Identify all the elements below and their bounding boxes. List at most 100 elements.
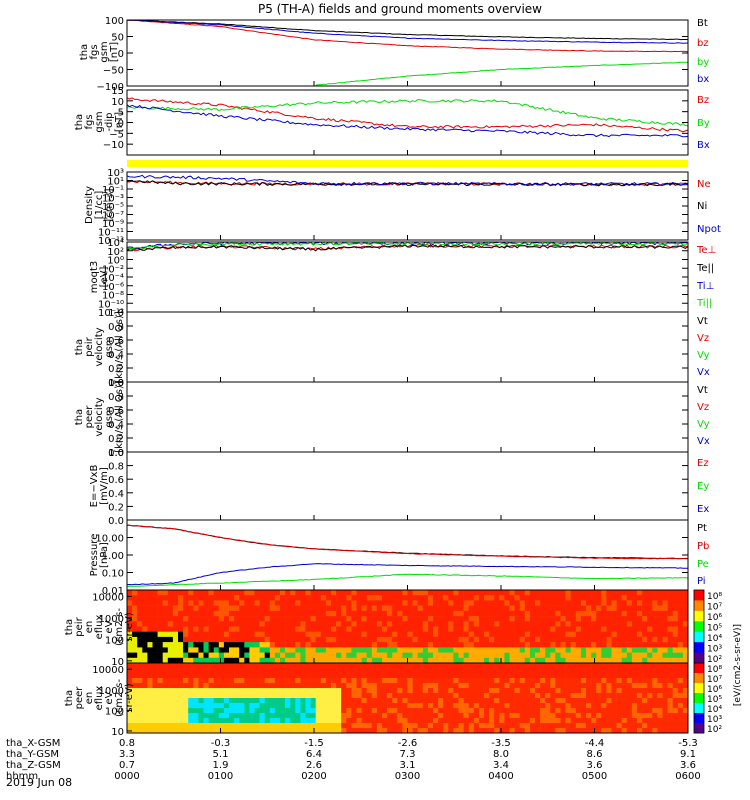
spectrogram-cell (336, 663, 342, 669)
spectrogram-cell (178, 703, 184, 709)
spectrogram-cell (218, 626, 225, 632)
spectrogram-cell (172, 621, 179, 627)
spectrogram-cell (259, 626, 265, 632)
spectrogram-cell (478, 600, 485, 606)
spectrogram-cell (601, 673, 607, 679)
spectrogram-cell (392, 621, 398, 627)
spectrogram-cell (529, 663, 536, 669)
spectrogram-cell (157, 647, 163, 653)
spectrogram-cell (529, 610, 536, 617)
spectrogram-cell (387, 693, 393, 699)
spectrogram-cell (320, 678, 327, 684)
spectrogram-cell (198, 616, 204, 622)
spectrogram-cell (274, 718, 281, 724)
spectrogram-cell (285, 636, 291, 643)
spectrogram-cell (631, 703, 638, 709)
spectrogram-cell (325, 595, 332, 601)
spectrogram-cell (565, 642, 571, 648)
spectrogram-cell (397, 698, 403, 704)
spectrogram-cell (280, 600, 286, 606)
spectrogram-cell (626, 678, 633, 684)
spectrogram-cell (570, 703, 577, 709)
spectrogram-cell (198, 642, 204, 648)
spectrogram-cell (616, 703, 622, 709)
spectrogram-cell (667, 673, 673, 679)
spectrogram-cell (208, 626, 214, 632)
spectrogram-cell (453, 693, 459, 699)
spectrogram-cell (427, 708, 434, 714)
spectrogram-cell (295, 683, 301, 689)
spectrogram-cell (672, 610, 679, 617)
spectrogram-cell (555, 668, 561, 674)
spectrogram-cell (591, 616, 597, 622)
spectrogram-cell (336, 616, 342, 622)
spectrogram-cell (157, 605, 163, 612)
spectrogram-cell (183, 708, 189, 714)
spectrogram-cell (382, 600, 388, 606)
spectrogram-cell (433, 647, 439, 653)
spectrogram-cell (657, 698, 663, 704)
spectrogram-cell (371, 668, 378, 674)
spectrogram-cell (295, 718, 301, 724)
spectrogram-cell (545, 728, 551, 734)
spectrogram-cell (652, 610, 658, 617)
spectrogram-cell (274, 642, 281, 648)
spectrogram-cell (249, 616, 255, 622)
spectrogram-cell (249, 652, 255, 659)
spectrogram-cell (652, 595, 658, 601)
spectrogram-cell (458, 590, 464, 596)
spectrogram-cell (183, 605, 189, 612)
spectrogram-cell (443, 723, 449, 729)
spectrogram-cell (478, 631, 485, 638)
spectrogram-cell (662, 657, 668, 664)
spectrogram-cell (443, 610, 449, 617)
spectrogram-cell (672, 605, 679, 612)
spectrogram-cell (601, 590, 607, 596)
spectrogram-cell (167, 616, 174, 622)
spectrogram-cell (473, 708, 480, 714)
spectrogram-cell (555, 693, 561, 699)
spectrogram-cell (514, 636, 520, 643)
spectrogram-cell (606, 673, 612, 679)
spectrogram-cell (453, 600, 459, 606)
spectrogram-cell (259, 698, 265, 704)
spectrogram-cell (254, 626, 260, 632)
spectrogram-cell (478, 693, 485, 699)
spectrogram-cell (371, 636, 378, 643)
spectrogram-cell (280, 718, 286, 724)
spectrogram-cell (285, 718, 291, 724)
spectrogram-cell (331, 621, 337, 627)
spectrogram-cell (529, 718, 536, 724)
spectrogram-cell (325, 688, 332, 694)
spectrogram-cell (264, 595, 271, 601)
spectrogram-cell (616, 718, 622, 724)
spectrogram-cell (642, 668, 648, 674)
spectrogram-cell (535, 723, 541, 729)
spectrogram-cell (443, 678, 449, 684)
spectrogram-cell (203, 673, 209, 679)
spectrogram-cell (254, 595, 260, 601)
spectrogram-cell (642, 595, 648, 601)
spectrogram-cell (443, 616, 449, 622)
spectrogram-cell (677, 723, 684, 729)
spectrogram-cell (382, 678, 388, 684)
spectrogram-cell (300, 621, 306, 627)
spectrogram-cell (468, 590, 475, 596)
spectrogram-cell (591, 683, 597, 689)
spectrogram-cell (361, 600, 367, 606)
spectrogram-cell (570, 616, 577, 622)
spectrogram-cell (198, 605, 204, 612)
spectrogram-cell (621, 678, 628, 684)
spectrogram-cell (555, 708, 561, 714)
spectrogram-cell (249, 626, 255, 632)
spectrogram-cell (637, 610, 643, 617)
spectrogram-cell (504, 668, 510, 674)
spectrogram-cell (382, 703, 388, 709)
spectrogram-cell (310, 708, 316, 714)
spectrogram-cell (657, 683, 663, 689)
spectrogram-cell (642, 631, 648, 638)
spectrogram-cell (366, 600, 373, 606)
spectrogram-cell (529, 652, 536, 659)
spectrogram-cell (295, 668, 301, 674)
spectrogram-cell (509, 713, 515, 719)
